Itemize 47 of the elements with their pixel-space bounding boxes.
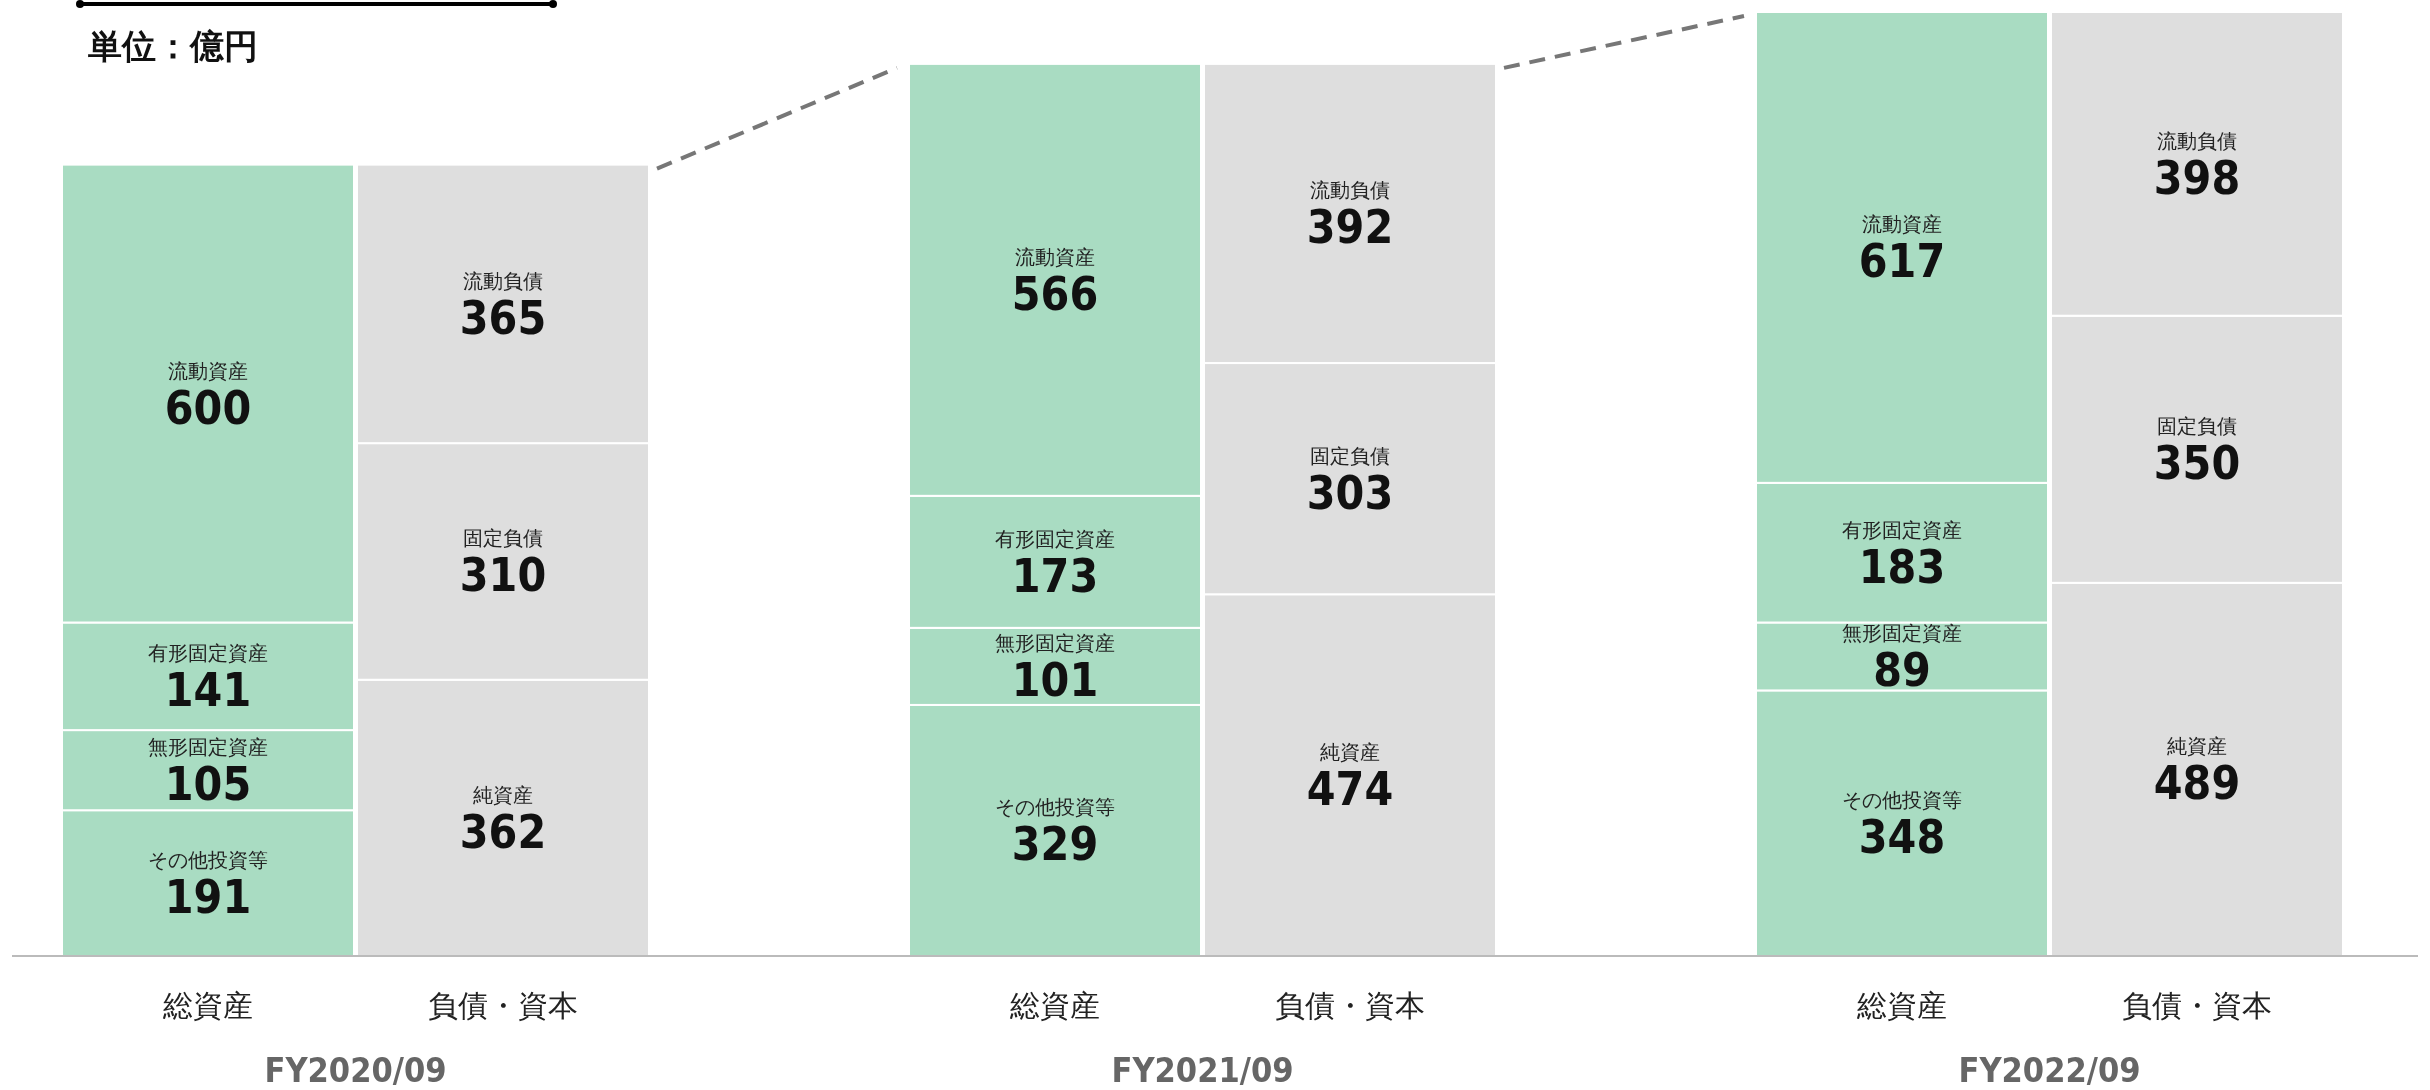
text: FY2020/09 <box>264 1050 447 1090</box>
data-label: 141 <box>164 663 252 718</box>
series-label: 無形固定資産 <box>1842 621 1962 646</box>
data-label: 303 <box>1306 465 1394 520</box>
text: 純資産 <box>2167 734 2227 759</box>
data-label: 365 <box>459 290 547 345</box>
text: 流動負債 <box>2157 128 2237 153</box>
series-label: 純資産 <box>473 782 533 807</box>
data-label: 398 <box>2153 150 2241 205</box>
text: 有形固定資産 <box>1842 517 1962 542</box>
x-tick-label: 負債・資本 <box>428 988 578 1023</box>
x-tick-label: 総資産 <box>162 988 253 1023</box>
data-label: 489 <box>2153 756 2241 811</box>
data-label: 392 <box>1306 200 1394 255</box>
data-label: 89 <box>1873 643 1931 698</box>
x-tick-label: 負債・資本 <box>1275 988 1425 1023</box>
text: その他投資等 <box>995 795 1115 820</box>
text: 純資産 <box>1320 740 1380 765</box>
data-label: 105 <box>164 757 252 812</box>
text: 固定負債 <box>2157 414 2237 439</box>
text: 流動資産 <box>1862 212 1942 237</box>
x-tick-label: 総資産 <box>1856 988 1947 1023</box>
series-label: 流動負債 <box>463 268 543 293</box>
annotation: 単位：億円 <box>88 26 258 66</box>
data-label: 617 <box>1858 234 1946 289</box>
series-label: その他投資等 <box>148 848 268 873</box>
data-label: 474 <box>1306 762 1394 817</box>
data-label: 101 <box>1011 653 1099 708</box>
data-label: 329 <box>1011 817 1099 872</box>
series-label: 流動資産 <box>168 358 248 383</box>
text: FY2022/09 <box>1958 1050 2141 1090</box>
x-tick-label: 負債・資本 <box>2122 988 2272 1023</box>
text: 無形固定資産 <box>995 631 1115 656</box>
series-label: 固定負債 <box>1310 443 1390 468</box>
text: その他投資等 <box>1842 788 1962 813</box>
data-label: 350 <box>2153 436 2241 491</box>
text: FY2021/09 <box>1111 1050 1294 1090</box>
data-label: 310 <box>459 548 547 603</box>
text: 固定負債 <box>463 526 543 551</box>
text: 流動資産 <box>1015 244 1095 269</box>
text: 流動負債 <box>1310 178 1390 203</box>
text: 有形固定資産 <box>995 526 1115 551</box>
x-tick-label: 総資産 <box>1009 988 1100 1023</box>
text: 無形固定資産 <box>148 735 268 760</box>
data-label: 191 <box>164 870 252 925</box>
data-label: 348 <box>1858 810 1946 865</box>
series-label: 有形固定資産 <box>148 641 268 666</box>
